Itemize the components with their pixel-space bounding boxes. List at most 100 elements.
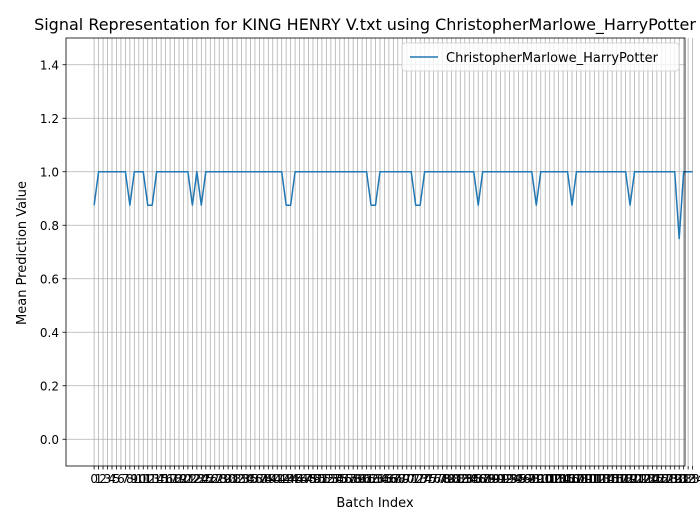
x-tick-label: 109 xyxy=(569,472,592,486)
x-tick-label: 117 xyxy=(605,472,628,486)
x-tick-label: 11 xyxy=(136,472,151,486)
x-tick-label: 2 xyxy=(99,472,107,486)
x-tick-label: 118 xyxy=(610,472,633,486)
x-tick-label: 45 xyxy=(287,472,302,486)
x-tick-label: 57 xyxy=(341,472,356,486)
x-tick-label: 22 xyxy=(185,472,200,486)
x-tick-label: 132 xyxy=(672,472,695,486)
x-tick-label: 67 xyxy=(386,472,401,486)
x-tick-label: 77 xyxy=(430,472,445,486)
y-tick-label: 0.4 xyxy=(40,326,59,340)
x-tick-label: 96 xyxy=(515,472,530,486)
x-tick-label: 103 xyxy=(543,472,566,486)
x-tick-label: 125 xyxy=(641,472,664,486)
x-tick-label: 55 xyxy=(332,472,347,486)
x-tick-label: 70 xyxy=(399,472,414,486)
series-line xyxy=(93,171,693,240)
x-tick-label: 128 xyxy=(654,472,677,486)
x-axis-ticks: 0123456789101112131415161718192021222324… xyxy=(90,466,700,486)
x-tick-label: 114 xyxy=(592,472,615,486)
x-tick-label: 98 xyxy=(524,472,539,486)
x-tick-label: 50 xyxy=(310,472,325,486)
y-tick-label: 0.0 xyxy=(40,433,59,447)
y-tick-label: 0.6 xyxy=(40,272,59,286)
y-tick-label: 0.2 xyxy=(40,379,59,393)
x-tick-label: 84 xyxy=(462,472,477,486)
x-tick-label: 124 xyxy=(636,472,659,486)
x-tick-label: 53 xyxy=(323,472,338,486)
x-tick-label: 26 xyxy=(203,472,218,486)
x-tick-label: 107 xyxy=(561,472,584,486)
x-tick-label: 122 xyxy=(628,472,651,486)
x-tick-label: 94 xyxy=(506,472,521,486)
x-tick-label: 61 xyxy=(359,472,374,486)
x-tick-label: 72 xyxy=(408,472,423,486)
x-tick-label: 28 xyxy=(212,472,227,486)
x-tick-label: 86 xyxy=(471,472,486,486)
x-tick-label: 76 xyxy=(426,472,441,486)
x-tick-label: 52 xyxy=(319,472,334,486)
x-tick-label: 59 xyxy=(350,472,365,486)
x-tick-label: 102 xyxy=(538,472,561,486)
x-tick-label: 14 xyxy=(149,472,164,486)
x-tick-label: 7 xyxy=(122,472,130,486)
x-tick-label: 4 xyxy=(108,472,116,486)
x-tick-label: 9 xyxy=(131,472,139,486)
x-tick-label: 19 xyxy=(171,472,186,486)
x-tick-label: 74 xyxy=(417,472,432,486)
x-tick-label: 17 xyxy=(162,472,177,486)
x-tick-label: 24 xyxy=(194,472,209,486)
x-tick-label: 93 xyxy=(502,472,517,486)
x-tick-label: 18 xyxy=(167,472,182,486)
x-tick-label: 34 xyxy=(238,472,253,486)
x-tick-label: 133 xyxy=(677,472,700,486)
x-tick-label: 100 xyxy=(529,472,552,486)
x-tick-label: 54 xyxy=(328,472,343,486)
x-tick-label: 115 xyxy=(596,472,619,486)
x-tick-label: 13 xyxy=(145,472,160,486)
chart-title: Signal Representation for KING HENRY V.t… xyxy=(34,15,696,35)
x-tick-label: 32 xyxy=(229,472,244,486)
x-tick-label: 113 xyxy=(587,472,610,486)
x-tick-label: 95 xyxy=(511,472,526,486)
x-tick-label: 130 xyxy=(663,472,686,486)
x-tick-label: 69 xyxy=(395,472,410,486)
x-tick-label: 31 xyxy=(225,472,240,486)
x-tick-label: 126 xyxy=(645,472,668,486)
x-tick-label: 3 xyxy=(104,472,112,486)
x-tick-label: 90 xyxy=(488,472,503,486)
x-tick-label: 111 xyxy=(578,472,601,486)
x-tick-label: 131 xyxy=(668,472,691,486)
x-tick-label: 8 xyxy=(126,472,134,486)
x-tick-label: 73 xyxy=(413,472,428,486)
x-tick-label: 62 xyxy=(363,472,378,486)
x-tick-label: 85 xyxy=(466,472,481,486)
x-tick-label: 58 xyxy=(346,472,361,486)
y-tick-label: 1.4 xyxy=(40,58,59,72)
x-tick-label: 66 xyxy=(381,472,396,486)
x-tick-label: 25 xyxy=(198,472,213,486)
legend-box xyxy=(401,42,680,72)
x-tick-label: 68 xyxy=(390,472,405,486)
x-tick-label: 134 xyxy=(681,472,700,486)
x-tick-label: 42 xyxy=(274,472,289,486)
x-tick-label: 21 xyxy=(180,472,195,486)
x-tick-label: 40 xyxy=(265,472,280,486)
x-tick-label: 43 xyxy=(279,472,294,486)
x-tick-label: 48 xyxy=(301,472,316,486)
x-tick-label: 105 xyxy=(552,472,575,486)
x-tick-label: 88 xyxy=(480,472,495,486)
x-tick-label: 5 xyxy=(113,472,121,486)
x-tick-label: 121 xyxy=(623,472,646,486)
x-tick-label: 38 xyxy=(256,472,271,486)
y-axis-ticks: 0.0 0.2 0.4 0.6 0.8 1.0 1.2 1.4 xyxy=(40,58,66,447)
x-tick-label: 41 xyxy=(270,472,285,486)
x-tick-label: 27 xyxy=(207,472,222,486)
x-tick-label: 116 xyxy=(601,472,624,486)
x-tick-label: 23 xyxy=(189,472,204,486)
series-layer xyxy=(93,171,693,240)
x-tick-label: 110 xyxy=(574,472,597,486)
x-tick-label: 123 xyxy=(632,472,655,486)
x-tick-label: 112 xyxy=(583,472,606,486)
